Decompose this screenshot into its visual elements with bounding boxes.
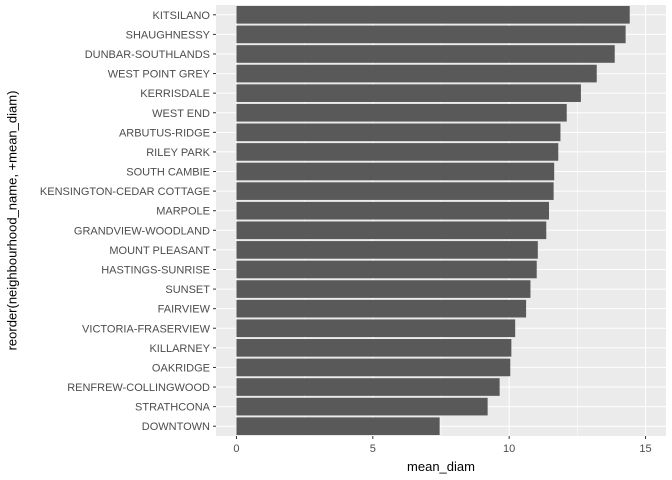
y-tick-label: KERRISDALE <box>140 88 210 100</box>
bar <box>236 143 559 161</box>
x-tick-label: 10 <box>503 443 515 455</box>
y-tick-label: KENSINGTON-CEDAR COTTAGE <box>40 186 210 198</box>
bar <box>236 5 630 24</box>
y-tick-label: WEST END <box>152 108 210 120</box>
y-tick-label: KITSILANO <box>153 10 211 22</box>
x-tick-label: 15 <box>639 443 651 455</box>
y-tick-label: MOUNT PLEASANT <box>109 245 210 257</box>
bar <box>236 358 511 377</box>
bar <box>236 260 537 279</box>
bar <box>236 299 527 318</box>
y-tick-label: KILLARNEY <box>149 343 210 355</box>
bar <box>236 162 555 181</box>
bar <box>236 339 512 357</box>
bar <box>236 378 500 396</box>
bar <box>236 103 567 122</box>
y-tick-label: GRANDVIEW-WOODLAND <box>74 225 210 237</box>
y-tick-label: DOWNTOWN <box>142 421 210 433</box>
y-tick-label: MARPOLE <box>156 206 210 218</box>
x-tick-labels: 0 5 10 15 <box>233 436 652 455</box>
bar <box>236 84 581 102</box>
y-tick-label: VICTORIA-FRASERVIEW <box>82 323 211 335</box>
bar <box>236 241 538 259</box>
x-axis-title: mean_diam <box>407 459 475 474</box>
bar <box>236 319 516 338</box>
bar <box>236 123 561 142</box>
y-tick-label: OAKRIDGE <box>152 362 210 374</box>
bar <box>236 201 550 220</box>
bar <box>236 45 615 63</box>
bar <box>236 25 626 44</box>
y-tick-label: SUNSET <box>165 284 210 296</box>
y-tick-label: SOUTH CAMBIE <box>126 167 210 179</box>
bar <box>236 182 554 200</box>
y-axis-title: reorder(neighbourhood_name, +mean_diam) <box>4 91 19 351</box>
bar <box>236 417 440 436</box>
y-tick-label: ARBUTUS-RIDGE <box>119 127 210 139</box>
y-tick-label: WEST POINT GREY <box>108 69 211 81</box>
y-tick-label: RILEY PARK <box>146 147 210 159</box>
y-tick-label: HASTINGS-SUNRISE <box>101 264 210 276</box>
y-tick-label: RENFREW-COLLINGWOOD <box>67 382 210 394</box>
bar <box>236 280 531 298</box>
bar <box>236 397 488 416</box>
y-tick-label: SHAUGHNESSY <box>126 29 211 41</box>
bars-group <box>236 5 630 436</box>
x-tick-label: 0 <box>233 443 239 455</box>
y-tick-label: FAIRVIEW <box>158 304 211 316</box>
bar <box>236 64 597 83</box>
y-tick-label: STRATHCONA <box>135 402 211 414</box>
y-tick-labels: KITSILANO SHAUGHNESSY DUNBAR-SOUTHLANDS WES… <box>40 10 216 433</box>
y-tick-label: DUNBAR-SOUTHLANDS <box>85 49 210 61</box>
x-tick-label: 5 <box>370 443 376 455</box>
bar <box>236 221 547 240</box>
